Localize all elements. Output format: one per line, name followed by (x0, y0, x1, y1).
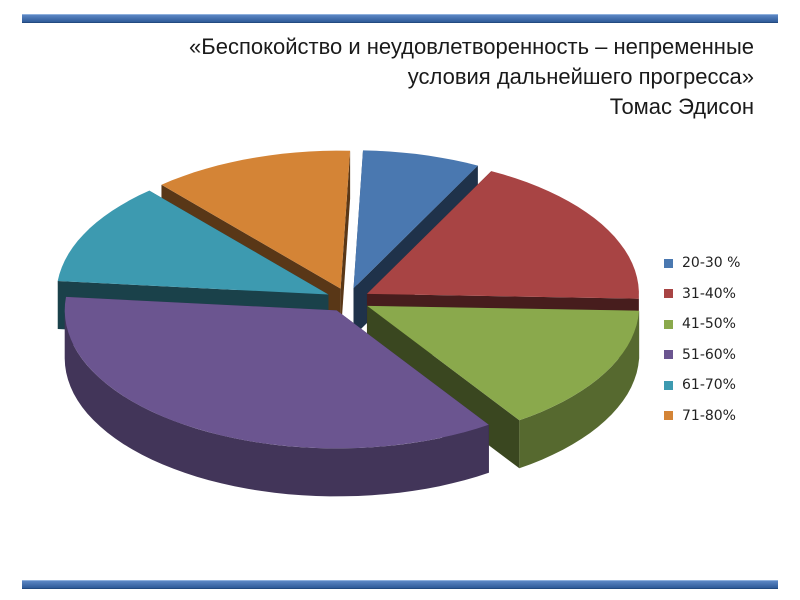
legend-swatch (664, 411, 673, 421)
legend-swatch (664, 289, 673, 299)
legend-label: 51-60% (682, 346, 736, 363)
legend-item-5: 61-70% (664, 370, 740, 401)
quote-line-1: «Беспокойство и неудовлетворенность – не… (189, 34, 754, 59)
legend-label: 61-70% (682, 377, 736, 394)
quote-block: «Беспокойство и неудовлетворенность – не… (34, 32, 754, 122)
bottom-rule (22, 580, 778, 589)
legend-item-2: 31-40% (664, 279, 740, 310)
legend-swatch (664, 258, 673, 268)
legend-label: 31-40% (682, 285, 736, 302)
legend-swatch (664, 319, 673, 329)
pie-slice-4 (64, 296, 489, 497)
legend-label: 71-80% (682, 407, 736, 424)
top-rule (22, 14, 778, 23)
legend-swatch (664, 350, 673, 360)
quote-line-2: условия дальнейшего прогресса» (407, 64, 754, 89)
legend-label: 41-50% (682, 316, 736, 333)
legend-swatch (664, 380, 673, 390)
chart-legend: 20-30 % 31-40% 41-50% 51-60% 61-70% 71-80% (664, 248, 740, 431)
legend-item-6: 71-80% (664, 401, 740, 432)
legend-item-3: 41-50% (664, 309, 740, 340)
quote-author: Томас Эдисон (609, 94, 754, 119)
legend-label: 20-30 % (682, 255, 741, 272)
legend-item-1: 20-30 % (664, 248, 740, 279)
legend-item-4: 51-60% (664, 340, 740, 371)
